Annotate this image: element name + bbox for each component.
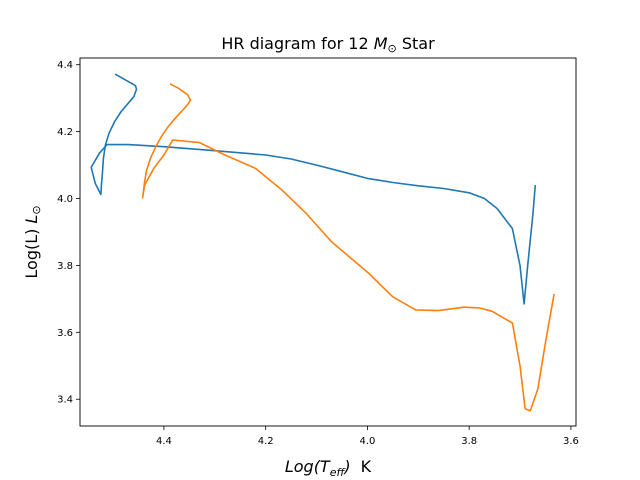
x-tick-label: 4.0 <box>359 436 375 447</box>
x-axis-ticks: 4.4 4.2 4.0 3.8 3.6 <box>156 426 579 447</box>
x-tick-label: 4.2 <box>258 436 274 447</box>
y-tick-label: 3.8 <box>57 261 73 272</box>
y-tick-label: 4.2 <box>57 127 73 138</box>
y-tick-label: 4.0 <box>57 194 73 205</box>
y-axis-ticks: 3.4 3.6 3.8 4.0 4.2 4.4 <box>57 60 80 406</box>
x-tick-label: 3.8 <box>461 436 477 447</box>
x-axis-label: Log(Teff) K <box>285 457 372 479</box>
y-tick-label: 3.4 <box>57 395 73 406</box>
plot-series <box>90 73 555 412</box>
series-line-1 <box>90 73 537 305</box>
x-tick-label: 3.6 <box>563 436 579 447</box>
x-tick-label: 4.4 <box>156 436 172 447</box>
plot-frame <box>79 57 577 427</box>
y-axis-label: Log(L) L⊙ <box>22 205 43 278</box>
chart-title: HR diagram for 12 M⊙ Star <box>221 34 435 55</box>
y-tick-label: 3.6 <box>57 328 73 339</box>
series-line-2 <box>141 83 555 412</box>
y-tick-label: 4.4 <box>57 60 73 71</box>
